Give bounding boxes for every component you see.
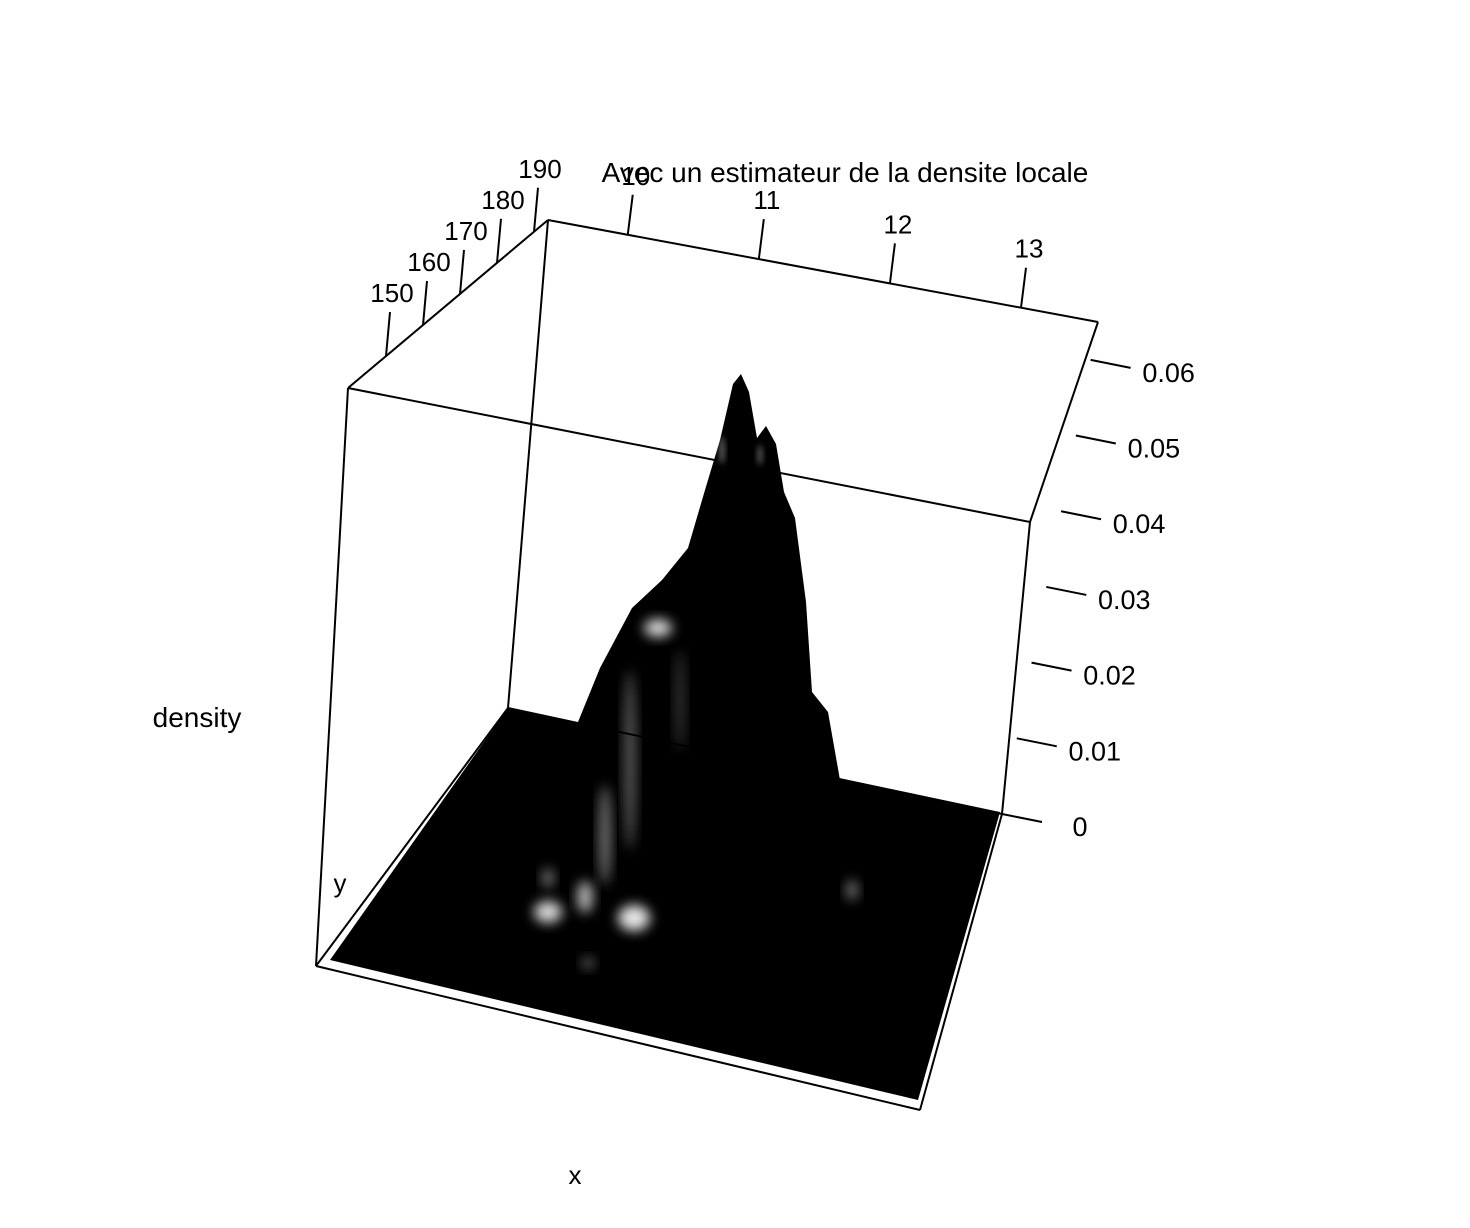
z-tick-label: 0.04 [1113, 509, 1166, 539]
y-tick-label: 180 [481, 185, 524, 215]
surface-peak [578, 374, 840, 800]
y-axis-label: y [334, 868, 347, 898]
x-axis: 10 11 12 13 [621, 161, 1043, 308]
box-back-edges [347, 219, 1099, 709]
chart-title: Avec un estimateur de la densite locale [602, 157, 1089, 188]
x-tick-label: 12 [883, 209, 912, 239]
z-tick [1075, 434, 1117, 445]
z-tick-label: 0.03 [1098, 585, 1151, 615]
x-tick-label: 11 [753, 185, 780, 215]
surface-base [330, 708, 1000, 1100]
z-tick [1060, 510, 1102, 521]
z-axis: 0 0.01 0.02 0.03 0.04 0.05 0.06 [1001, 358, 1195, 842]
x-tick-label: 13 [1015, 234, 1044, 264]
y-tick [496, 218, 502, 263]
x-tick [888, 243, 896, 284]
y-tick-label: 170 [444, 216, 487, 246]
z-tick-label: 0.06 [1142, 358, 1195, 388]
surface-highlights [534, 436, 858, 969]
y-tick [422, 280, 428, 326]
y-tick [385, 311, 391, 357]
x-tick [626, 194, 634, 235]
density-surface [330, 374, 1000, 1100]
y-tick-label: 160 [407, 247, 450, 277]
z-tick-label: 0.05 [1128, 434, 1181, 464]
z-tick [1090, 358, 1131, 369]
y-tick-label: 190 [518, 154, 561, 184]
y-tick [533, 187, 539, 232]
z-tick-label: 0.01 [1068, 736, 1121, 766]
z-tick [1031, 661, 1072, 672]
z-tick [1016, 737, 1057, 748]
box-front-edges [315, 321, 1099, 1111]
z-tick [1001, 813, 1043, 823]
x-tick [757, 218, 765, 260]
x-tick [1020, 267, 1027, 308]
z-tick-label: 0.02 [1083, 661, 1136, 691]
z-tick-label: 0 [1072, 812, 1087, 842]
y-tick-label: 150 [370, 278, 413, 308]
x-tick-label: 10 [621, 161, 650, 191]
z-axis-label: density [153, 702, 242, 733]
y-tick [459, 249, 465, 295]
z-tick [1046, 585, 1087, 596]
x-axis-label: x [569, 1160, 582, 1190]
